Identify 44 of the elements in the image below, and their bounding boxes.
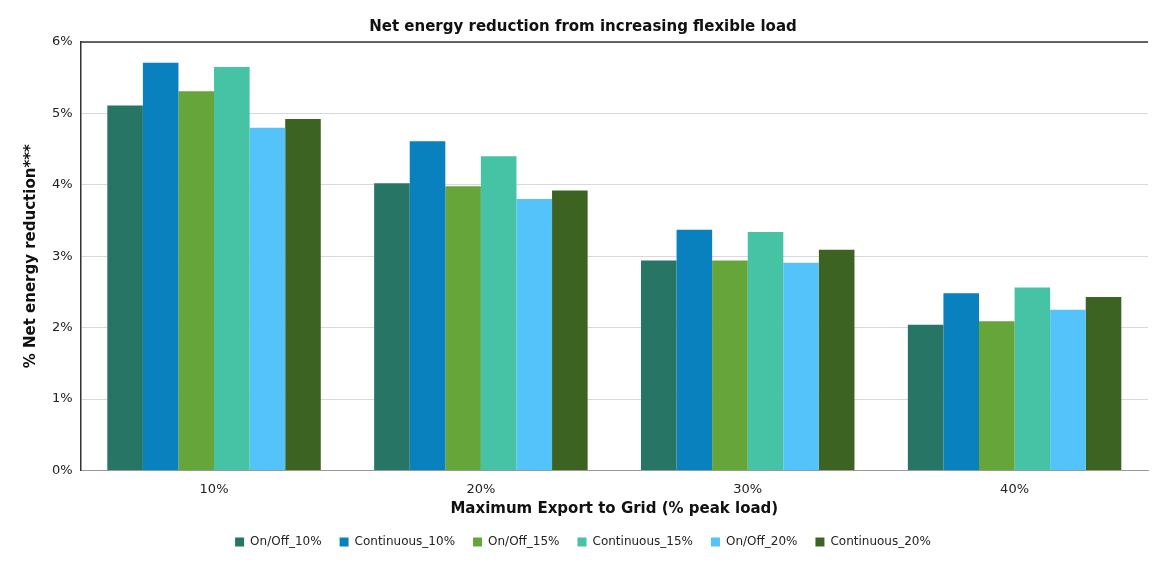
bar — [712, 260, 748, 470]
x-tick-label: 40% — [1000, 480, 1030, 496]
bar — [783, 262, 819, 470]
bar — [747, 231, 784, 470]
legend-label: Continuous_10% — [354, 534, 456, 549]
legend-label: Continuous_20% — [830, 534, 931, 549]
bar — [178, 91, 215, 470]
x-tick-label: 30% — [733, 480, 763, 496]
y-tick-label: 6% — [52, 33, 73, 49]
bar — [107, 105, 143, 470]
y-tick-label: 1% — [52, 390, 73, 406]
bar — [480, 156, 517, 470]
bar — [409, 141, 446, 470]
bar — [641, 260, 677, 470]
y-tick-label: 4% — [52, 176, 73, 192]
x-axis-title: Maximum Export to Grid (% peak load) — [450, 498, 779, 517]
x-tick-label: 20% — [466, 480, 496, 496]
bar — [1050, 309, 1086, 470]
bar — [142, 62, 179, 470]
bar — [943, 293, 979, 470]
legend-label: On/Off_20% — [725, 534, 798, 549]
bar — [1085, 296, 1122, 470]
x-tick-label: 10% — [199, 480, 229, 496]
bar — [516, 199, 553, 470]
bar — [907, 324, 944, 470]
bar — [249, 127, 286, 470]
bar — [374, 183, 410, 470]
y-axis-title: % Net energy reduction*** — [20, 143, 39, 369]
y-tick-label: 3% — [52, 247, 73, 263]
y-tick-label: 0% — [52, 461, 73, 477]
chart-title: Net energy reduction from increasing flexible load — [369, 16, 797, 35]
legend-label: On/Off_10% — [250, 534, 322, 549]
bar — [285, 119, 321, 470]
bar — [445, 186, 481, 470]
bar — [979, 321, 1015, 470]
legend-label: On/Off_15% — [488, 534, 560, 549]
bar — [818, 249, 855, 470]
y-tick-label: 5% — [52, 104, 73, 120]
bar — [1014, 287, 1051, 470]
bar — [214, 66, 250, 470]
legend-label: Continuous_15% — [592, 534, 693, 549]
bar — [552, 190, 588, 470]
y-tick-label: 2% — [52, 318, 73, 334]
bar — [676, 229, 713, 470]
